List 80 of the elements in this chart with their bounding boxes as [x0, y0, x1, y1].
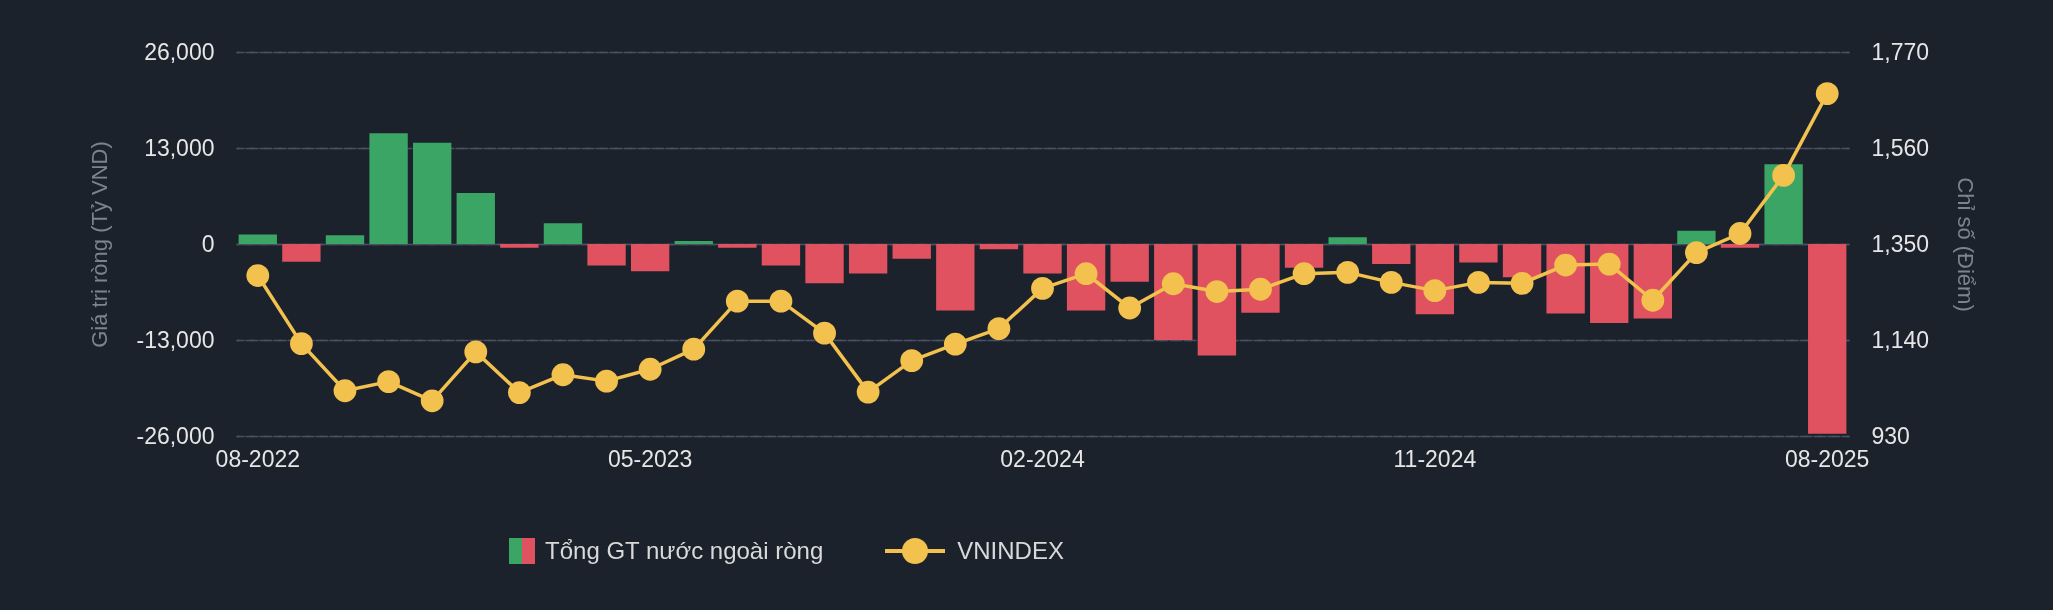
point [1772, 164, 1796, 187]
bar [674, 241, 713, 244]
bar [238, 234, 277, 244]
y2-axis-title: Chỉ số (Điểm) [1953, 177, 1979, 312]
bar [1328, 237, 1367, 244]
bar [718, 244, 757, 248]
bar [892, 244, 931, 259]
point [900, 349, 924, 372]
bar [1110, 244, 1149, 282]
x-tick-label: 08-2022 [215, 445, 301, 472]
x-tick-label: 02-2024 [1000, 445, 1085, 472]
bar [587, 244, 626, 266]
bar [412, 142, 452, 244]
point [1641, 288, 1665, 312]
bar [1808, 244, 1847, 434]
point [1031, 276, 1054, 300]
bar [1677, 230, 1716, 244]
x-tick-label: 05-2023 [607, 445, 693, 472]
y2-tick-label: 1,560 [1871, 134, 1930, 161]
point [682, 337, 706, 361]
y-tick-label: -26,000 [136, 422, 215, 449]
point [1336, 260, 1360, 284]
point [769, 289, 793, 313]
bar [1502, 244, 1542, 278]
point [987, 317, 1011, 340]
point [943, 332, 967, 356]
bar [805, 244, 844, 284]
point [246, 264, 270, 287]
legend-label: VNINDEX [957, 537, 1064, 565]
bar [1720, 244, 1760, 248]
y-tick-label: 0 [201, 230, 215, 257]
y-tick-label: 26,000 [144, 38, 215, 65]
x-tick-label: 08-2025 [1784, 445, 1870, 472]
point [464, 340, 488, 364]
y2-tick-label: 930 [1871, 422, 1910, 449]
point [1467, 271, 1490, 294]
point [638, 357, 662, 381]
point [1292, 262, 1316, 286]
point [1379, 271, 1403, 294]
point [333, 379, 357, 403]
point [1554, 253, 1578, 277]
bar [1372, 244, 1411, 264]
y2-tick-label: 1,770 [1871, 38, 1930, 65]
bar [979, 244, 1019, 250]
bar [630, 244, 670, 272]
bar [1284, 244, 1324, 268]
point [377, 370, 400, 393]
y-axis-title: Giá trị ròng (Tỷ VND) [87, 141, 113, 348]
bar [369, 133, 408, 244]
bar [848, 244, 888, 274]
x-tick-label: 11-2024 [1393, 445, 1477, 472]
point [856, 380, 880, 404]
point [813, 321, 836, 345]
bar [500, 244, 539, 248]
bar [936, 244, 975, 311]
point [1815, 82, 1839, 105]
point [507, 381, 531, 404]
legend-label: Tổng GT nước ngoài ròng [545, 537, 824, 565]
bar [761, 244, 801, 266]
bar [456, 193, 495, 244]
y-tick-label: -13,000 [136, 326, 215, 353]
point [725, 289, 749, 313]
point [595, 369, 618, 393]
point [1597, 252, 1621, 276]
point [1685, 241, 1708, 265]
bar [282, 244, 321, 262]
y-tick-label: 13,000 [144, 134, 215, 161]
point [420, 389, 444, 413]
bar [543, 223, 583, 244]
point [1205, 280, 1229, 303]
point [1510, 271, 1534, 295]
point [551, 363, 575, 387]
y2-tick-label: 1,350 [1871, 230, 1930, 257]
bar [1459, 244, 1498, 263]
bar [1023, 244, 1062, 274]
point [1728, 222, 1752, 245]
point [1118, 296, 1142, 320]
point [289, 332, 313, 356]
y2-tick-label: 1,140 [1871, 326, 1930, 353]
bar [325, 235, 365, 244]
